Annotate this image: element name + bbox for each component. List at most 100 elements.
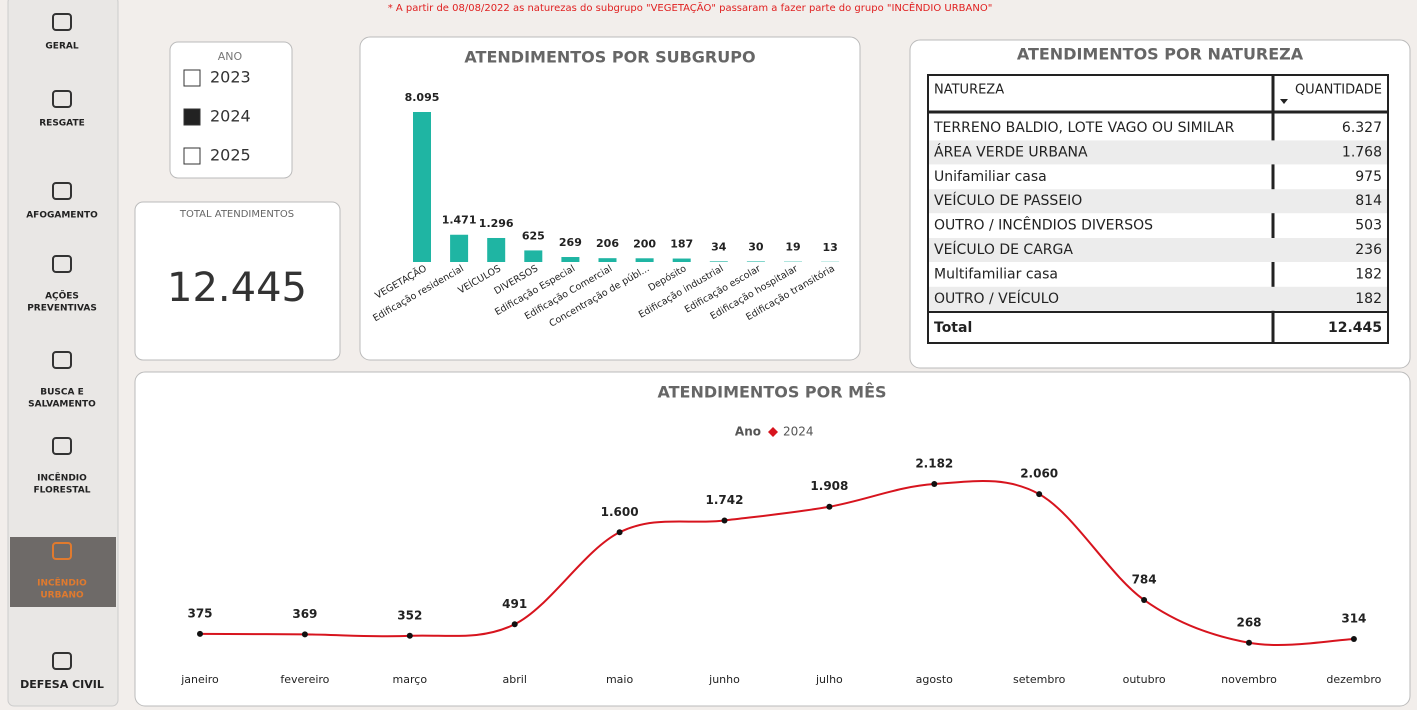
table-total: Total bbox=[934, 320, 972, 336]
chart-title: ATENDIMENTOS POR MÊS bbox=[657, 383, 886, 402]
table-cell: OUTRO / INCÊNDIOS DIVERSOS bbox=[934, 216, 1153, 234]
table-title: ATENDIMENTOS POR NATUREZA bbox=[1017, 45, 1304, 64]
x-tick-label: outubro bbox=[1123, 673, 1166, 686]
column-header[interactable]: QUANTIDADE bbox=[1295, 83, 1382, 98]
table-cell: Multifamiliar casa bbox=[934, 266, 1058, 282]
nav-label[interactable]: RESGATE bbox=[39, 119, 85, 129]
data-label: 2.182 bbox=[915, 457, 953, 471]
data-label: 625 bbox=[522, 229, 545, 242]
nav-label[interactable]: FLORESTAL bbox=[34, 486, 91, 496]
kpi-value: 12.445 bbox=[167, 265, 307, 311]
x-tick-label: abril bbox=[503, 673, 527, 686]
x-tick-label: dezembro bbox=[1326, 673, 1381, 686]
data-label: 784 bbox=[1132, 572, 1157, 586]
data-label: 8.095 bbox=[405, 91, 440, 104]
data-label: 1.742 bbox=[706, 493, 744, 507]
legend-label: 2024 bbox=[783, 425, 814, 439]
x-tick-label: janeiro bbox=[180, 673, 219, 686]
nav-label[interactable]: GERAL bbox=[45, 42, 78, 52]
data-label: 30 bbox=[748, 240, 764, 253]
bar-panel bbox=[360, 37, 860, 360]
data-label: 34 bbox=[711, 240, 727, 253]
nav-label[interactable]: BUSCA E bbox=[40, 388, 84, 398]
checkbox[interactable] bbox=[184, 70, 200, 86]
marker bbox=[1036, 491, 1042, 497]
nav-label[interactable]: URBANO bbox=[40, 591, 84, 601]
data-label: 187 bbox=[670, 238, 693, 251]
x-tick-label: junho bbox=[708, 673, 740, 686]
notice: * A partir de 08/08/2022 as naturezas do… bbox=[388, 1, 993, 14]
nav-label[interactable]: PREVENTIVAS bbox=[27, 304, 97, 314]
line-panel bbox=[135, 372, 1410, 706]
kpi-title: TOTAL ATENDIMENTOS bbox=[179, 209, 294, 220]
bar bbox=[561, 257, 579, 262]
table-cell: 182 bbox=[1355, 266, 1382, 282]
data-label: 1.908 bbox=[810, 479, 848, 493]
column-header: NATUREZA bbox=[934, 83, 1004, 98]
nav-label[interactable]: DEFESA CIVIL bbox=[20, 678, 104, 691]
x-tick-label: março bbox=[393, 673, 428, 686]
data-label: 491 bbox=[502, 597, 527, 611]
table-cell: Unifamiliar casa bbox=[934, 169, 1047, 185]
table-cell: VEÍCULO DE CARGA bbox=[934, 241, 1073, 258]
table-cell: 503 bbox=[1355, 218, 1382, 234]
table-cell: VEÍCULO DE PASSEIO bbox=[934, 192, 1082, 209]
table-cell: ÁREA VERDE URBANA bbox=[934, 143, 1088, 160]
data-label: 1.600 bbox=[601, 505, 639, 519]
x-tick-label: julho bbox=[815, 673, 843, 686]
data-label: 269 bbox=[559, 236, 582, 249]
x-tick-label: agosto bbox=[916, 673, 953, 686]
data-label: 19 bbox=[785, 241, 800, 254]
table-cell: 1.768 bbox=[1342, 144, 1382, 160]
filter-title: ANO bbox=[218, 50, 243, 63]
bar bbox=[524, 250, 542, 262]
bar bbox=[673, 259, 691, 262]
data-label: 1.296 bbox=[479, 217, 514, 230]
checkbox[interactable] bbox=[184, 109, 200, 125]
marker bbox=[512, 621, 518, 627]
year-option[interactable]: 2025 bbox=[210, 146, 251, 165]
legend-title: Ano bbox=[735, 425, 761, 439]
bar bbox=[413, 112, 431, 262]
year-option[interactable]: 2023 bbox=[210, 68, 251, 87]
table-cell: 975 bbox=[1355, 169, 1382, 185]
bar bbox=[487, 238, 505, 262]
data-label: 206 bbox=[596, 237, 619, 250]
nav-label[interactable]: AÇÕES bbox=[45, 290, 79, 302]
data-label: 200 bbox=[633, 237, 656, 250]
marker bbox=[722, 517, 728, 523]
nav-label[interactable]: INCÊNDIO bbox=[37, 577, 87, 589]
table-cell: OUTRO / VEÍCULO bbox=[934, 290, 1059, 307]
nav-label[interactable]: SALVAMENTO bbox=[28, 400, 96, 410]
checkbox[interactable] bbox=[184, 148, 200, 164]
data-label: 369 bbox=[292, 607, 317, 621]
marker bbox=[931, 481, 937, 487]
nav-label[interactable]: AFOGAMENTO bbox=[26, 211, 98, 221]
table-cell: 182 bbox=[1355, 291, 1382, 307]
bar bbox=[450, 235, 468, 262]
marker bbox=[407, 633, 413, 639]
table-cell: 6.327 bbox=[1342, 120, 1382, 136]
nav-label[interactable]: INCÊNDIO bbox=[37, 472, 87, 484]
bar bbox=[747, 261, 765, 262]
data-label: 268 bbox=[1236, 615, 1261, 629]
data-label: 352 bbox=[397, 608, 422, 622]
data-label: 375 bbox=[187, 606, 212, 620]
x-tick-label: fevereiro bbox=[280, 673, 329, 686]
marker bbox=[197, 631, 203, 637]
data-label: 13 bbox=[822, 241, 837, 254]
data-label: 1.471 bbox=[442, 214, 477, 227]
dashboard: * A partir de 08/08/2022 as naturezas do… bbox=[0, 0, 1417, 710]
bar bbox=[636, 258, 654, 262]
year-option[interactable]: 2024 bbox=[210, 107, 251, 126]
data-label: 2.060 bbox=[1020, 467, 1058, 481]
x-tick-label: maio bbox=[606, 673, 634, 686]
data-label: 314 bbox=[1341, 611, 1366, 625]
marker bbox=[1246, 640, 1252, 646]
table-cell: 814 bbox=[1355, 193, 1382, 209]
chart-title: ATENDIMENTOS POR SUBGRUPO bbox=[464, 48, 755, 67]
table-total: 12.445 bbox=[1328, 320, 1382, 336]
x-tick-label: novembro bbox=[1221, 673, 1277, 686]
marker bbox=[1141, 597, 1147, 603]
marker bbox=[617, 529, 623, 535]
